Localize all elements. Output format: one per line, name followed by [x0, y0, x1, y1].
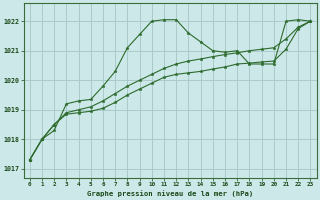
X-axis label: Graphe pression niveau de la mer (hPa): Graphe pression niveau de la mer (hPa)	[87, 190, 253, 197]
